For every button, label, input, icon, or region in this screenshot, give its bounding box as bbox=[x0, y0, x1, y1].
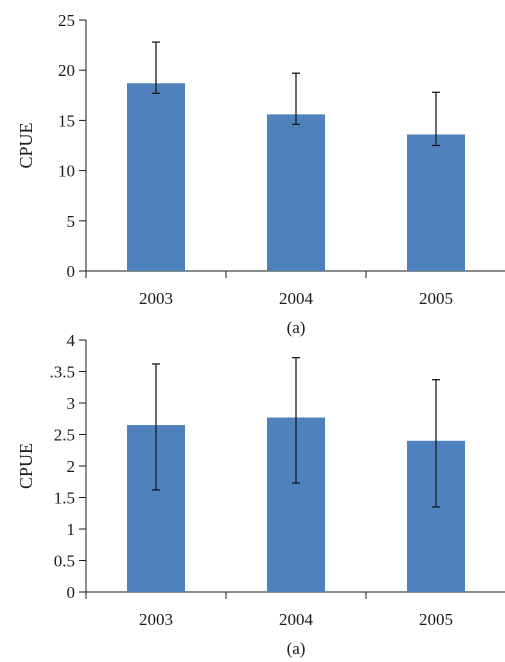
y-tick-label: 4 bbox=[67, 331, 76, 350]
x-tick-label: 2005 bbox=[419, 610, 453, 629]
y-tick-label: 5 bbox=[67, 212, 76, 231]
x-tick-label: 2004 bbox=[279, 289, 314, 308]
y-tick-label: 10 bbox=[58, 162, 75, 181]
y-tick-label: 1.5 bbox=[54, 489, 75, 508]
x-tick-label: 2005 bbox=[419, 289, 453, 308]
y-axis-label: CPUE bbox=[16, 122, 36, 168]
y-axis-label: CPUE bbox=[16, 443, 36, 489]
bar-2005 bbox=[407, 134, 465, 271]
panel-caption: (a) bbox=[287, 639, 306, 658]
y-tick-label: 15 bbox=[58, 111, 75, 130]
y-tick-label: 0 bbox=[67, 583, 76, 602]
y-tick-label: 1 bbox=[67, 520, 76, 539]
y-tick-label: 2.5 bbox=[54, 426, 75, 445]
bar-2004 bbox=[267, 114, 325, 271]
bar-2003 bbox=[127, 83, 185, 271]
chart-panel-top: 0 5 10 15 20 25 2003 2004 2005 CPUE (a) bbox=[16, 11, 505, 337]
y-tick-label: 0.5 bbox=[54, 552, 75, 571]
x-tick-label: 2004 bbox=[279, 610, 314, 629]
y-tick-label: 3 bbox=[67, 394, 76, 413]
y-tick-label: 20 bbox=[58, 61, 75, 80]
y-tick-label: 2 bbox=[67, 457, 76, 476]
panel-caption: (a) bbox=[287, 318, 306, 337]
x-tick-label: 2003 bbox=[139, 289, 173, 308]
y-tick-label: 25 bbox=[58, 11, 75, 30]
y-tick-label: 0 bbox=[67, 262, 76, 281]
chart-panel-bottom: 0 0.5 1 1.5 2 2.5 3 .3.5 4 2003 2004 2005 CPUE (a) bbox=[16, 331, 505, 658]
y-tick-label: .3.5 bbox=[50, 363, 76, 382]
x-tick-label: 2003 bbox=[139, 610, 173, 629]
